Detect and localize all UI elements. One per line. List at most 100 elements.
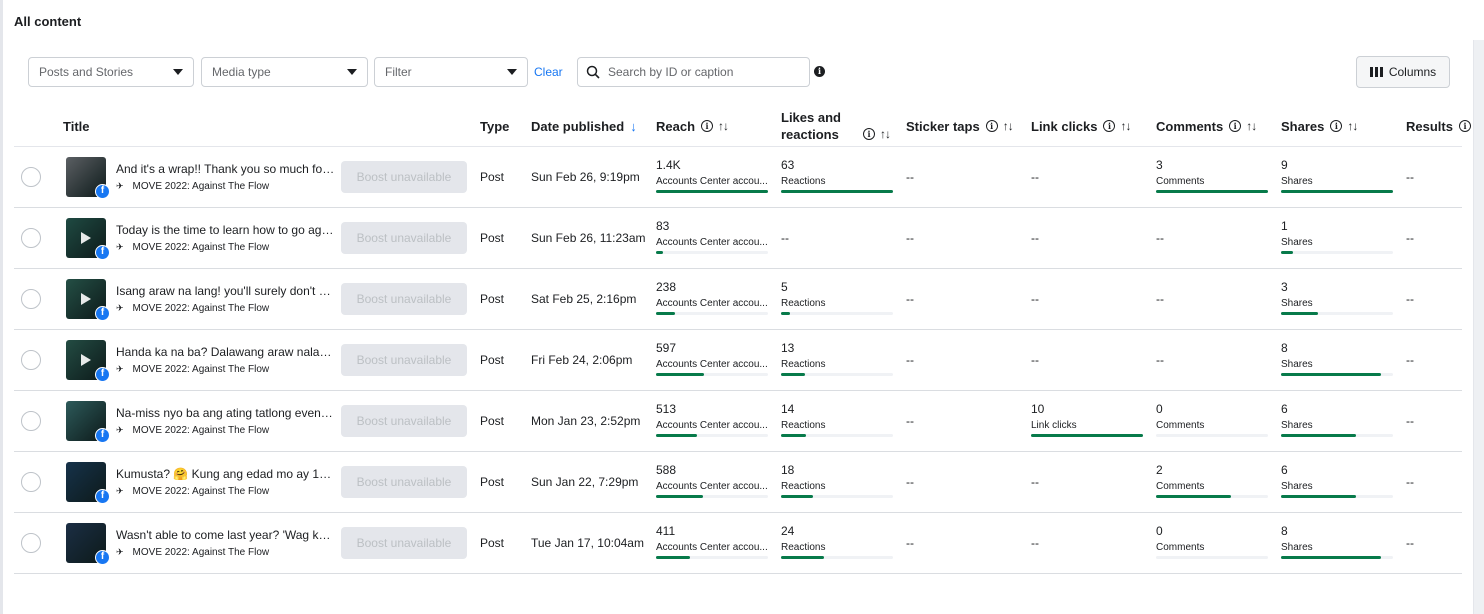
boost-button[interactable]: Boost unavailable: [341, 344, 467, 376]
info-icon[interactable]: i: [1458, 120, 1471, 132]
post-type: Post: [480, 353, 505, 367]
sort-icon[interactable]: ↑↓: [1120, 119, 1131, 133]
facebook-icon: f: [95, 245, 110, 260]
link-value: --: [1031, 231, 1039, 245]
table-row[interactable]: f Kumusta? 🤗 Kung ang edad mo ay 13 y... ✈…: [14, 452, 1462, 513]
comments-label: Comments: [1156, 176, 1205, 187]
column-header-results[interactable]: Results i: [1406, 106, 1471, 146]
boost-button[interactable]: Boost unavailable: [341, 161, 467, 193]
section-title: All content: [14, 14, 82, 29]
likes-label: Reactions: [781, 176, 826, 187]
post-caption[interactable]: Wasn't able to come last year? 'Wag kay.…: [116, 528, 336, 542]
likes-value: 24: [781, 524, 795, 538]
comments-bar-fill: [1156, 190, 1268, 193]
row-select-radio[interactable]: [21, 472, 41, 492]
boost-button[interactable]: Boost unavailable: [341, 405, 467, 437]
likes-label: Reactions: [781, 481, 826, 492]
sort-icon[interactable]: ↑↓: [879, 126, 891, 141]
boost-button[interactable]: Boost unavailable: [341, 222, 467, 254]
post-caption[interactable]: Today is the time to learn how to go aga…: [116, 223, 336, 237]
likes-label: Reactions: [781, 420, 826, 431]
shares-metric: 1 Shares: [1281, 219, 1393, 254]
shares-metric: 8 Shares: [1281, 524, 1393, 559]
column-header-date[interactable]: Date published ↓: [531, 106, 637, 146]
media-type-dropdown[interactable]: Media type: [201, 57, 368, 87]
reach-bar: [656, 251, 768, 254]
boost-button[interactable]: Boost unavailable: [341, 527, 467, 559]
sort-descending-icon[interactable]: ↓: [630, 118, 637, 134]
reach-metric: 588 Accounts Center accou...: [656, 463, 768, 498]
info-icon[interactable]: i: [701, 120, 714, 132]
shares-metric: 6 Shares: [1281, 402, 1393, 437]
post-date: Sun Feb 26, 9:19pm: [531, 170, 640, 184]
shares-label: Shares: [1281, 298, 1313, 309]
shares-metric: 9 Shares: [1281, 158, 1393, 193]
scrollbar[interactable]: [1473, 40, 1484, 614]
filter-dropdown[interactable]: Filter: [374, 57, 528, 87]
column-header-type: Type: [480, 106, 509, 146]
post-caption[interactable]: Na-miss nyo ba ang ating tatlong events.…: [116, 406, 336, 420]
search-box: [577, 57, 810, 87]
reach-bar: [656, 495, 768, 498]
account-icon: ✈: [116, 547, 124, 557]
info-icon[interactable]: i: [1330, 120, 1343, 132]
sort-icon[interactable]: ↑↓: [1347, 119, 1358, 133]
results-value: --: [1406, 536, 1414, 550]
header-title-label: Title: [63, 118, 90, 134]
post-caption[interactable]: And it's a wrap!! Thank you so much for …: [116, 162, 336, 176]
row-select-radio[interactable]: [21, 167, 41, 187]
shares-value: 6: [1281, 463, 1288, 477]
post-caption[interactable]: Kumusta? 🤗 Kung ang edad mo ay 13 y...: [116, 467, 336, 481]
info-icon[interactable]: i: [1103, 120, 1116, 132]
info-icon[interactable]: i: [985, 120, 998, 132]
table-row[interactable]: f Isang araw na lang! you'll surely don't…: [14, 269, 1462, 330]
row-select-radio[interactable]: [21, 411, 41, 431]
table-row[interactable]: f Handa ka na ba? Dalawang araw nalang, .…: [14, 330, 1462, 391]
search-info-icon[interactable]: i: [814, 66, 825, 77]
clear-link[interactable]: Clear: [534, 65, 563, 79]
table-row[interactable]: f Today is the time to learn how to go ag…: [14, 208, 1462, 269]
likes-bar-fill: [781, 495, 813, 498]
post-account: ✈ MOVE 2022: Against The Flow: [116, 547, 269, 558]
post-caption[interactable]: Isang araw na lang! you'll surely don't …: [116, 284, 336, 298]
shares-bar-fill: [1281, 251, 1293, 254]
comments-bar: [1156, 495, 1268, 498]
row-select-radio[interactable]: [21, 228, 41, 248]
info-icon[interactable]: i: [1229, 120, 1242, 132]
comments-label: Comments: [1156, 542, 1205, 553]
info-icon[interactable]: i: [862, 128, 875, 140]
reach-bar-fill: [656, 312, 675, 315]
row-select-radio[interactable]: [21, 350, 41, 370]
shares-label: Shares: [1281, 359, 1313, 370]
search-input[interactable]: [608, 65, 798, 79]
sort-icon[interactable]: ↑↓: [1246, 119, 1257, 133]
account-name: MOVE 2022: Against The Flow: [132, 486, 270, 497]
account-name: MOVE 2022: Against The Flow: [132, 425, 270, 436]
table-row[interactable]: f And it's a wrap!! Thank you so much for…: [14, 147, 1462, 208]
table-row[interactable]: f Wasn't able to come last year? 'Wag kay…: [14, 513, 1462, 574]
column-header-reach[interactable]: Reach i ↑↓: [656, 106, 729, 146]
column-header-sticker-taps[interactable]: Sticker taps i ↑↓: [906, 106, 1014, 146]
facebook-icon: f: [95, 489, 110, 504]
table-row[interactable]: f Na-miss nyo ba ang ating tatlong events…: [14, 391, 1462, 452]
posts-and-stories-dropdown[interactable]: Posts and Stories: [28, 57, 194, 87]
reach-label: Accounts Center accou...: [656, 176, 768, 187]
boost-button[interactable]: Boost unavailable: [341, 466, 467, 498]
comments-label: Comments: [1156, 481, 1205, 492]
post-caption[interactable]: Handa ka na ba? Dalawang araw nalang, ..…: [116, 345, 336, 359]
boost-button[interactable]: Boost unavailable: [341, 283, 467, 315]
account-name: MOVE 2022: Against The Flow: [132, 364, 270, 375]
caret-down-icon: [347, 69, 357, 75]
row-select-radio[interactable]: [21, 533, 41, 553]
columns-button[interactable]: Columns: [1356, 56, 1450, 88]
sort-icon[interactable]: ↑↓: [1002, 119, 1014, 133]
column-header-likes[interactable]: Likes and reactions i ↑↓: [781, 106, 891, 146]
likes-value: 14: [781, 402, 795, 416]
likes-value: --: [781, 231, 789, 245]
sort-icon[interactable]: ↑↓: [718, 119, 729, 133]
column-header-comments[interactable]: Comments i ↑↓: [1156, 106, 1257, 146]
play-icon: [81, 232, 91, 244]
column-header-link-clicks[interactable]: Link clicks i ↑↓: [1031, 106, 1131, 146]
column-header-shares[interactable]: Shares i ↑↓: [1281, 106, 1358, 146]
row-select-radio[interactable]: [21, 289, 41, 309]
